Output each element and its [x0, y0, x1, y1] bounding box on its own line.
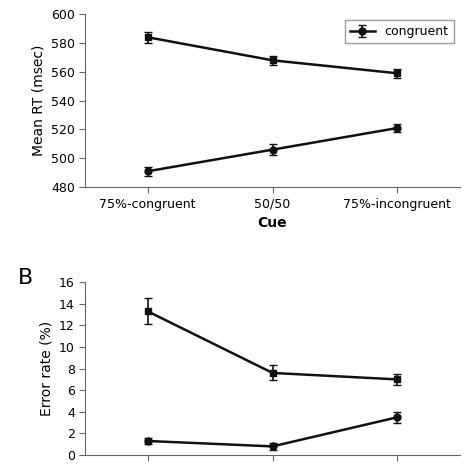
Y-axis label: Error rate (%): Error rate (%) — [39, 321, 54, 416]
X-axis label: Cue: Cue — [258, 216, 287, 230]
Y-axis label: Mean RT (msec): Mean RT (msec) — [31, 45, 46, 156]
Text: B: B — [18, 268, 33, 288]
Legend: congruent: congruent — [345, 20, 454, 44]
